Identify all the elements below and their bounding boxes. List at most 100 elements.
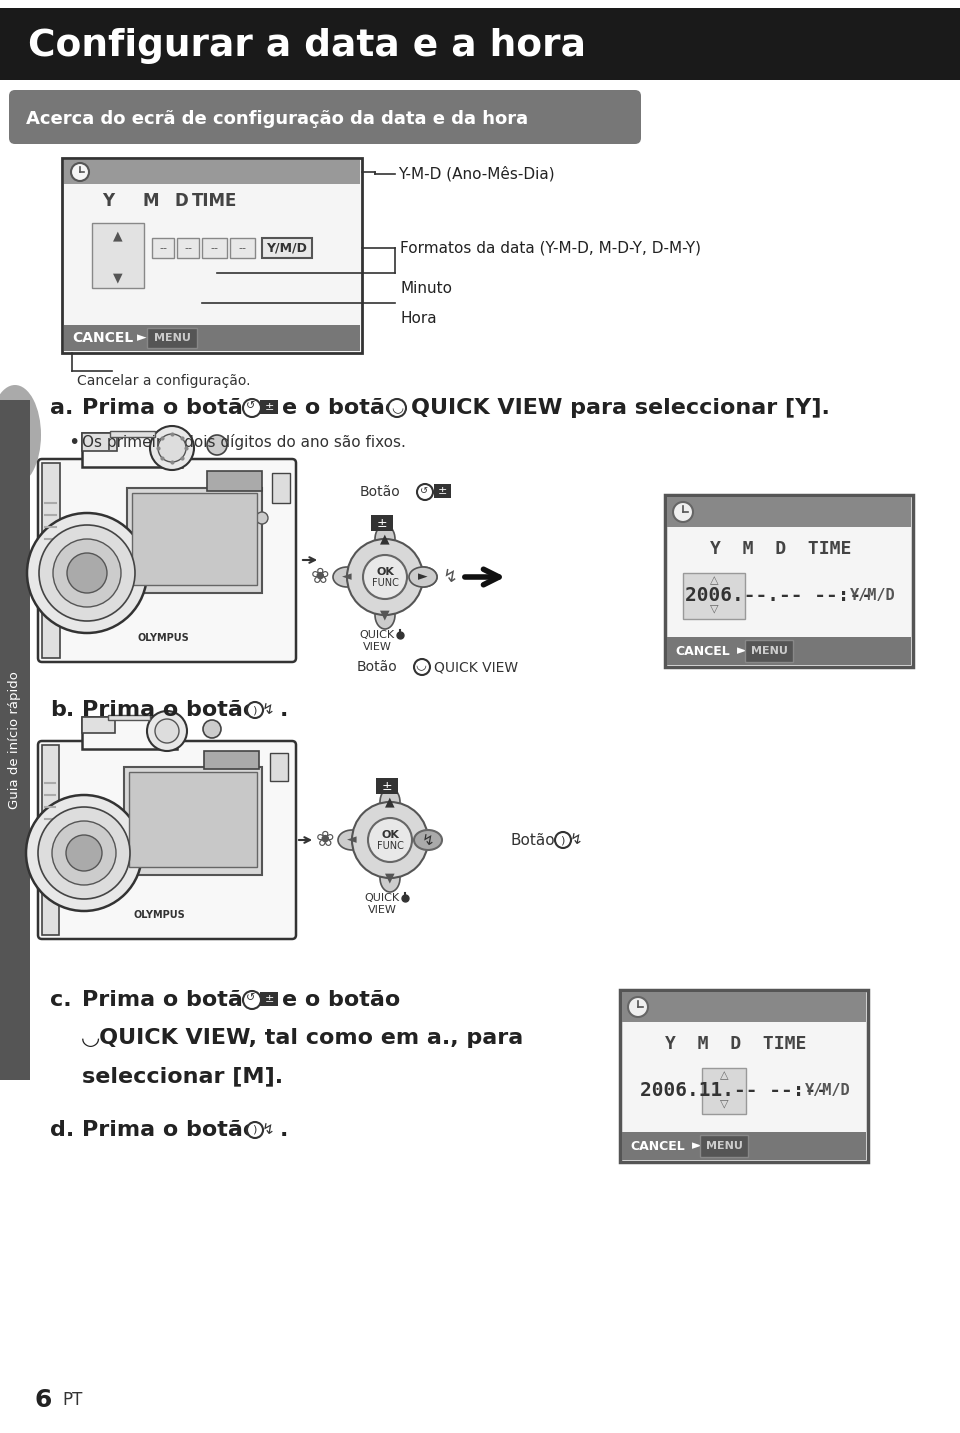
Bar [0,400,30,1080]
Text: ): ) [560,835,564,845]
Circle shape [388,398,406,417]
Bar [272,473,290,503]
Text: ±: ± [264,995,274,1005]
Ellipse shape [380,788,400,815]
Text: FUNC: FUNC [372,577,398,588]
Text: ▲: ▲ [385,795,395,808]
Text: ±: ± [376,516,387,530]
Text: Y  M  D  TIME: Y M D TIME [665,1035,806,1053]
Circle shape [243,992,261,1009]
Ellipse shape [409,567,437,588]
Text: ): ) [252,705,256,715]
Circle shape [27,513,147,633]
Bar [230,238,255,258]
Text: ↯: ↯ [262,702,275,716]
Text: ↺: ↺ [247,401,255,411]
Text: CANCEL: CANCEL [675,645,730,658]
Text: ▼: ▼ [385,871,395,884]
Bar [700,1135,748,1156]
Bar [64,160,360,183]
Text: a.: a. [50,398,73,418]
Text: TIME: TIME [192,192,237,211]
Text: △: △ [709,575,718,585]
Circle shape [414,659,430,675]
Text: ↺: ↺ [420,486,428,496]
Text: ❀: ❀ [316,830,334,850]
Text: Y-M-D (Ano-Mês-Dia): Y-M-D (Ano-Mês-Dia) [398,166,555,182]
Bar [152,238,174,258]
Ellipse shape [338,830,366,850]
Bar [64,325,360,351]
Text: ▽: ▽ [720,1098,729,1108]
Text: Y/M/D: Y/M/D [805,1082,851,1098]
Text: ◡: ◡ [416,659,426,672]
Bar [82,716,177,749]
Text: Botão: Botão [360,484,400,499]
Circle shape [71,163,89,181]
Bar [270,752,288,781]
Bar [262,238,312,258]
Circle shape [26,795,142,911]
Text: ◄: ◄ [342,570,351,583]
Circle shape [67,553,107,593]
Circle shape [363,555,407,599]
Text: ▼: ▼ [380,609,390,622]
Circle shape [207,436,227,456]
Circle shape [555,833,571,848]
Text: b.: b. [50,699,74,719]
Text: VIEW: VIEW [368,906,396,916]
Bar [434,484,451,499]
Bar [745,641,793,662]
Bar [92,224,144,288]
Text: MENU: MENU [154,332,190,342]
Text: ↯: ↯ [262,1122,275,1136]
Circle shape [234,510,250,526]
Bar [124,767,262,876]
Bar [42,463,60,658]
Text: QUICK: QUICK [359,631,395,641]
Text: VIEW: VIEW [363,642,392,652]
Bar [82,716,115,734]
Text: ◡QUICK VIEW, tal como em a., para: ◡QUICK VIEW, tal como em a., para [82,1027,523,1048]
Text: ↯: ↯ [421,833,434,847]
Circle shape [368,818,412,863]
Text: Botão: Botão [510,833,555,847]
Bar [207,471,262,492]
Text: --: -- [210,244,218,254]
Text: e o botão: e o botão [282,990,400,1010]
Bar [260,992,278,1006]
Text: Prima o botão: Prima o botão [82,699,258,719]
Circle shape [203,719,221,738]
Bar [667,497,911,527]
Bar [620,990,868,1162]
Text: Y: Y [102,192,114,211]
Ellipse shape [414,830,442,850]
Text: Prima o botão: Prima o botão [82,398,258,418]
Bar [82,433,182,467]
Text: •: • [68,433,80,451]
Text: Y/M/D: Y/M/D [850,588,896,602]
Circle shape [247,702,263,718]
Text: --: -- [159,244,167,254]
Circle shape [53,539,121,608]
Text: ▽: ▽ [709,603,718,613]
Text: Prima o botão: Prima o botão [82,990,258,1010]
Text: Y  M  D  TIME: Y M D TIME [710,540,852,557]
Bar [110,431,155,437]
Text: ►: ► [137,331,147,344]
Bar [0,9,960,80]
Text: ▼: ▼ [113,271,123,285]
Text: ↯: ↯ [443,567,458,586]
Circle shape [256,512,268,524]
Circle shape [66,835,102,871]
FancyBboxPatch shape [38,741,296,939]
Text: OK: OK [381,830,399,840]
Bar [376,778,398,794]
Circle shape [150,426,194,470]
Circle shape [52,821,116,886]
Text: Prima o botão: Prima o botão [82,1121,258,1141]
Bar [42,745,59,934]
Circle shape [158,434,186,461]
Text: Hora: Hora [400,311,437,325]
Circle shape [233,790,247,804]
